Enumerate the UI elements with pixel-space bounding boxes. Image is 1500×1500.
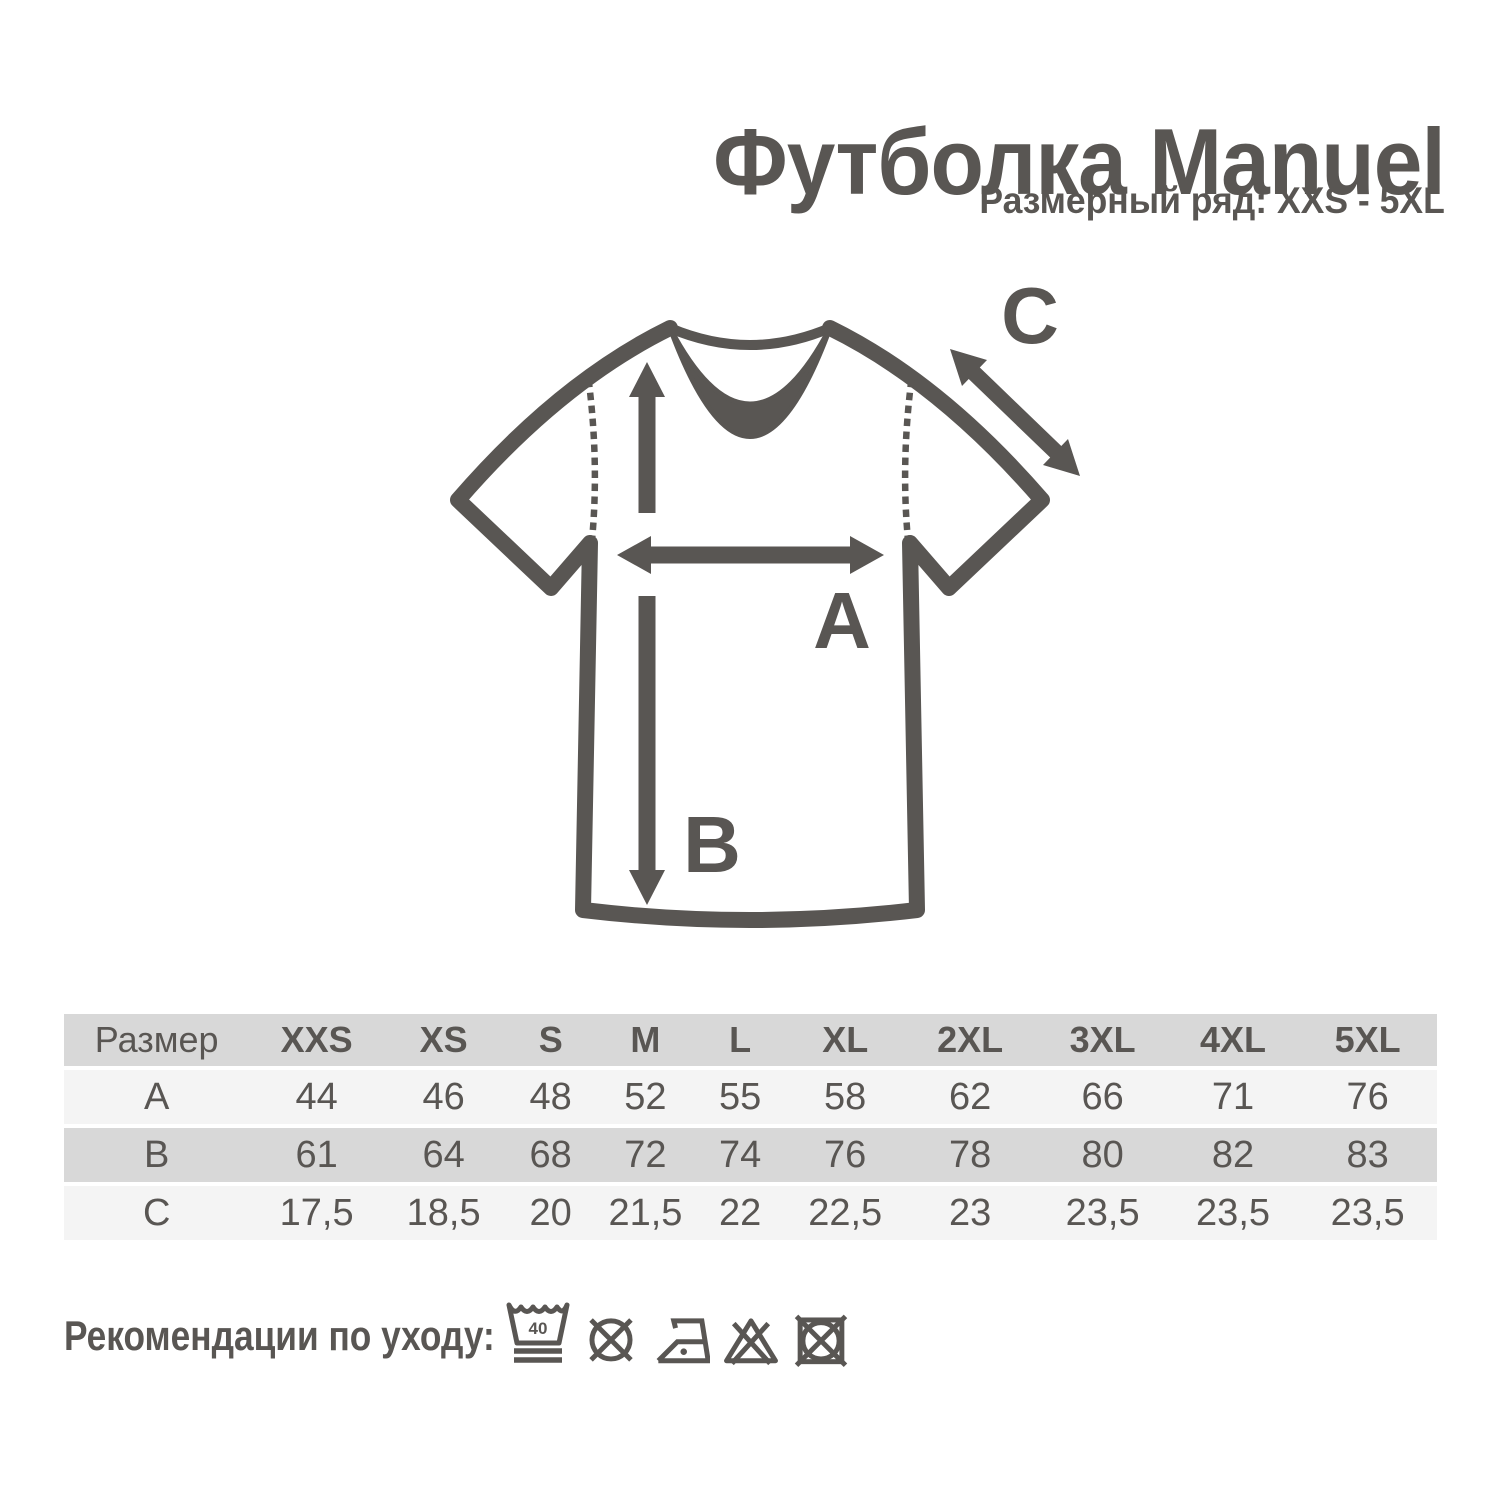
size-column-header: M bbox=[598, 1014, 693, 1070]
size-value-cell: 76 bbox=[1298, 1070, 1437, 1128]
size-table-row: C 17,5 18,5 20 21,5 22 22,5 23 23,5 23,5 23,5 bbox=[64, 1186, 1437, 1244]
size-value-cell: 22 bbox=[692, 1186, 788, 1244]
armhole-seam-left-dotted bbox=[585, 379, 599, 544]
size-value-cell: 44 bbox=[249, 1070, 384, 1128]
care-icons-row: 40 bbox=[506, 1298, 850, 1368]
size-value-cell: 46 bbox=[383, 1070, 504, 1128]
tshirt-outline bbox=[450, 320, 1050, 928]
size-table: Размер XXS XS S M L XL 2XL 3XL 4XL 5XL A 44 46 48 52 55 5… bbox=[64, 1014, 1437, 1244]
size-value-cell: 21,5 bbox=[598, 1186, 693, 1244]
size-value-cell: 82 bbox=[1167, 1128, 1299, 1186]
care-recommendations-label: Рекомендации по уходу: bbox=[64, 1312, 495, 1359]
size-column-header: XL bbox=[787, 1014, 903, 1070]
size-value-cell: 74 bbox=[692, 1128, 788, 1186]
size-column-header: S bbox=[503, 1014, 599, 1070]
size-value-cell: 64 bbox=[383, 1128, 504, 1186]
size-column-header: XS bbox=[383, 1014, 504, 1070]
size-value-cell: 66 bbox=[1037, 1070, 1168, 1128]
tshirt-measurement-diagram: A B C bbox=[450, 275, 1080, 928]
size-value-cell: 80 bbox=[1037, 1128, 1168, 1186]
size-value-cell: 23,5 bbox=[1298, 1186, 1437, 1244]
size-column-header: 2XL bbox=[902, 1014, 1038, 1070]
size-value-cell: 62 bbox=[902, 1070, 1038, 1128]
size-value-cell: 23,5 bbox=[1167, 1186, 1299, 1244]
size-value-cell: 17,5 bbox=[249, 1186, 384, 1244]
size-value-cell: 72 bbox=[598, 1128, 693, 1186]
diagram-label-a: A bbox=[813, 576, 871, 665]
size-value-cell: 71 bbox=[1167, 1070, 1299, 1128]
size-table-row: B 61 64 68 72 74 76 78 80 82 83 bbox=[64, 1128, 1437, 1186]
size-value-cell: 78 bbox=[902, 1128, 1038, 1186]
do-not-dry-clean-icon bbox=[589, 1318, 633, 1362]
size-value-cell: 48 bbox=[503, 1070, 599, 1128]
size-range-subtitle: Размерный ряд: XXS - 5XL bbox=[979, 180, 1445, 221]
size-table-header-row: Размер XXS XS S M L XL 2XL 3XL 4XL 5XL bbox=[64, 1014, 1437, 1070]
measurement-row-label: B bbox=[64, 1128, 250, 1186]
size-table-row: A 44 46 48 52 55 58 62 66 71 76 bbox=[64, 1070, 1437, 1128]
size-table-corner-header: Размер bbox=[64, 1014, 250, 1070]
diagram-label-b: B bbox=[683, 800, 741, 889]
width-arrow-a bbox=[617, 536, 884, 574]
size-value-cell: 68 bbox=[503, 1128, 599, 1186]
sleeve-arrow-c bbox=[950, 349, 1080, 476]
armhole-seam-right-dotted bbox=[901, 379, 915, 544]
size-column-header: 4XL bbox=[1167, 1014, 1299, 1070]
size-value-cell: 61 bbox=[249, 1128, 384, 1186]
size-table-body: Размер XXS XS S M L XL 2XL 3XL 4XL 5XL A 44 46 48 52 55 5… bbox=[64, 1014, 1437, 1244]
measurement-row-label: C bbox=[64, 1186, 250, 1244]
do-not-bleach-icon bbox=[724, 1318, 778, 1366]
wash-temperature-label: 40 bbox=[529, 1319, 548, 1338]
size-value-cell: 23 bbox=[902, 1186, 1038, 1244]
size-value-cell: 22,5 bbox=[787, 1186, 903, 1244]
measurement-row-label: A bbox=[64, 1070, 250, 1128]
size-column-header: L bbox=[692, 1014, 788, 1070]
size-value-cell: 23,5 bbox=[1037, 1186, 1168, 1244]
size-value-cell: 55 bbox=[692, 1070, 788, 1128]
tshirt-back-neckline bbox=[665, 323, 835, 350]
do-not-tumble-dry-icon bbox=[794, 1314, 848, 1368]
tshirt-collar-band bbox=[667, 325, 833, 439]
diagram-label-c: C bbox=[1001, 275, 1059, 360]
iron-one-dot-icon bbox=[656, 1318, 710, 1364]
size-value-cell: 20 bbox=[503, 1186, 599, 1244]
page-title: Футболка Manuel bbox=[713, 108, 1446, 214]
size-value-cell: 58 bbox=[787, 1070, 903, 1128]
length-arrow-b bbox=[629, 362, 665, 905]
wash-40-icon: 40 bbox=[506, 1302, 570, 1363]
size-value-cell: 83 bbox=[1298, 1128, 1437, 1186]
size-column-header: 5XL bbox=[1298, 1014, 1437, 1070]
size-value-cell: 76 bbox=[787, 1128, 903, 1186]
size-column-header: XXS bbox=[249, 1014, 384, 1070]
size-value-cell: 18,5 bbox=[383, 1186, 504, 1244]
size-value-cell: 52 bbox=[598, 1070, 693, 1128]
size-column-header: 3XL bbox=[1037, 1014, 1168, 1070]
